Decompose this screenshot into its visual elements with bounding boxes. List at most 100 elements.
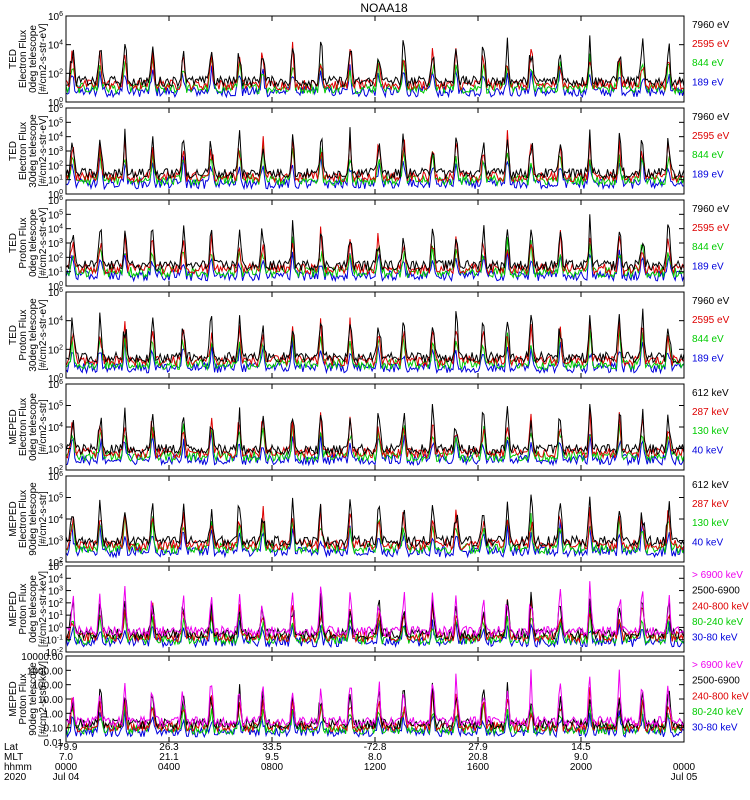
legend-entry: 287 keV xyxy=(692,499,729,510)
x-tick-label: 0000 xyxy=(55,762,78,773)
legend-entry: 2500-6900 xyxy=(692,586,740,597)
y-axis-label: Electron Flux xyxy=(18,398,29,456)
y-tick-label: 103 xyxy=(48,146,63,158)
legend-entry: 130 keV xyxy=(692,426,729,437)
y-tick-label: 10000.00 xyxy=(21,652,63,663)
x-tick-label: 8.0 xyxy=(368,752,382,763)
y-axis-label: [#/cm2-s-str-eV] xyxy=(38,299,49,370)
legend-entry: 2595 eV xyxy=(692,315,730,326)
y-axis-label: TED xyxy=(8,325,19,345)
panel-meped-p-90: 0.01 0.10 1.00 10.00 100.00 1000.00 10000.00 ME… xyxy=(8,652,749,749)
y-tick-label: 102 xyxy=(48,160,63,172)
legend-entry: 7960 eV xyxy=(692,296,730,307)
y-tick-label: 0.01 xyxy=(44,738,64,749)
x-tick-label: -72.8 xyxy=(364,742,387,753)
trace-ted-p-0-7960-ev xyxy=(65,214,685,272)
x-tick-label: Jul 05 xyxy=(671,772,698,783)
y-tick-label: 100 xyxy=(48,622,63,634)
y-tick-label: 1000.00 xyxy=(27,666,64,677)
x-tick-label: 27.9 xyxy=(468,742,488,753)
legend-entry: 189 eV xyxy=(692,169,724,180)
y-axis-label: 30deg telescope xyxy=(28,298,39,372)
x-tick-label: 9.5 xyxy=(265,752,279,763)
y-tick-label: 103 xyxy=(48,238,63,250)
trace-meped-p-90-2500-6900 xyxy=(65,682,685,731)
x-tick-label: 7.0 xyxy=(59,752,73,763)
trace-meped-e-90-130-kev xyxy=(65,513,685,555)
trace-meped-p-90--6900-kev xyxy=(65,669,685,729)
trace-meped-p-0-2500-6900 xyxy=(65,591,685,641)
legend-entry: 130 keV xyxy=(692,518,729,529)
y-tick-label: 106 xyxy=(48,379,63,391)
x-tick-label: 0800 xyxy=(261,762,284,773)
y-tick-label: 100.00 xyxy=(32,681,63,692)
y-tick-label: 1.00 xyxy=(44,709,64,720)
y-axis-label: 0deg telescope xyxy=(28,209,39,277)
y-axis-label: TED xyxy=(8,49,19,69)
legend-entry: 80-240 keV xyxy=(692,617,743,628)
legend-entry: 240-800 keV xyxy=(692,691,749,702)
x-row-label: hhmm xyxy=(4,762,32,773)
legend-entry: 2595 eV xyxy=(692,131,730,142)
legend-entry: 287 keV xyxy=(692,407,729,418)
trace-ted-p-30-7960-ev xyxy=(65,308,685,365)
y-axis-label: TED xyxy=(8,233,19,253)
y-tick-label: 101 xyxy=(48,175,63,187)
y-tick-label: 104 xyxy=(48,316,63,328)
y-tick-label: 106 xyxy=(48,11,63,23)
trace-meped-e-0-287-kev xyxy=(65,407,685,460)
legend-entry: 189 eV xyxy=(692,261,724,272)
y-tick-label: 104 xyxy=(48,132,63,144)
y-tick-label: 104 xyxy=(48,40,63,52)
legend-entry: 30-80 keV xyxy=(692,633,738,644)
y-axis-label: MEPED xyxy=(8,591,19,627)
y-axis-label: 90deg telescope xyxy=(28,662,39,736)
x-tick-label: 1600 xyxy=(467,762,490,773)
legend-entry: 612 keV xyxy=(692,480,729,491)
legend-entry: 844 eV xyxy=(692,150,724,161)
legend-entry: 2595 eV xyxy=(692,39,730,50)
x-tick-label: 0000 xyxy=(673,762,696,773)
y-tick-label: 106 xyxy=(48,195,63,207)
y-tick-label: 105 xyxy=(48,493,63,505)
y-axis-label: 90deg telescope xyxy=(28,482,39,556)
trace-meped-p-0--6900-kev xyxy=(65,581,685,638)
trace-ted-e-0-189-ev xyxy=(65,64,685,99)
x-tick-label: -79.9 xyxy=(55,742,78,753)
y-tick-label: 106 xyxy=(48,103,63,115)
x-row-label: 2020 xyxy=(4,772,27,783)
y-axis-label: [#/cm2-s-str-keV] xyxy=(38,571,49,647)
y-tick-label: 101 xyxy=(48,267,63,279)
legend-entry: 844 eV xyxy=(692,242,724,253)
y-axis-label: [#/cm2-s-str-eV] xyxy=(38,23,49,94)
x-tick-label: 21.1 xyxy=(159,752,179,763)
trace-meped-e-0-612-kev xyxy=(65,403,685,457)
y-tick-label: 106 xyxy=(48,287,63,299)
y-axis-label: Proton Flux xyxy=(18,217,29,268)
y-axis-label: Electron Flux xyxy=(18,30,29,88)
y-axis-label: [#/cm2-s-str-keV] xyxy=(38,661,49,737)
legend-entry: 7960 eV xyxy=(692,20,730,31)
y-axis-label: [#/cm2-s-str] xyxy=(38,399,49,455)
y-tick-label: 102 xyxy=(48,68,63,80)
y-tick-label: 104 xyxy=(48,573,63,585)
y-axis-label: Proton Flux xyxy=(18,309,29,360)
y-axis-label: MEPED xyxy=(8,501,19,537)
legend-entry: > 6900 keV xyxy=(692,660,743,671)
y-axis-label: 30deg telescope xyxy=(28,114,39,188)
y-tick-label: 103 xyxy=(48,586,63,598)
y-tick-label: 102 xyxy=(48,252,63,264)
y-axis-label: Proton Flux xyxy=(18,673,29,724)
legend-entry: 844 eV xyxy=(692,58,724,69)
x-row-label: Lat xyxy=(4,742,18,753)
x-tick-label: 20.8 xyxy=(468,752,488,763)
legend-entry: 612 keV xyxy=(692,388,729,399)
trace-meped-e-0-130-kev xyxy=(65,419,685,464)
